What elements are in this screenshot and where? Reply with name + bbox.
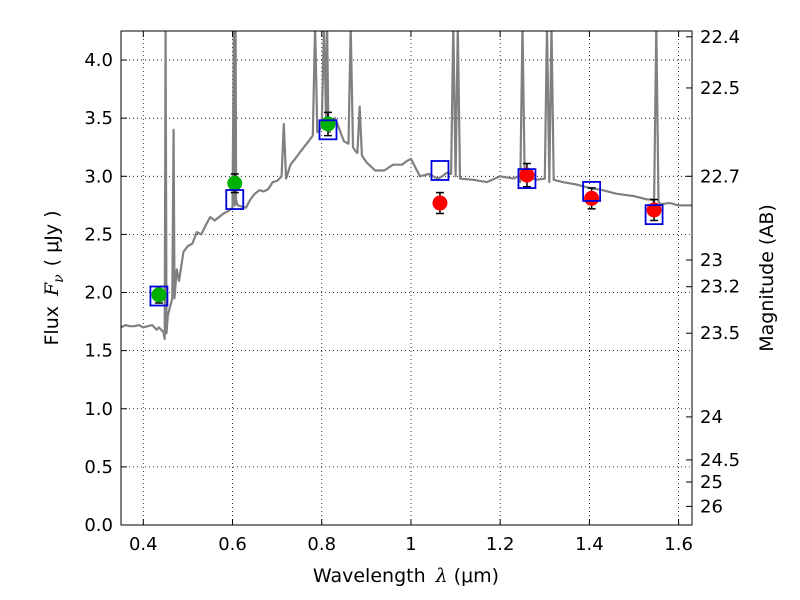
plot-area — [121, 31, 692, 341]
y-tick-label: 3.0 — [84, 166, 113, 187]
y2-axis-title: Magnitude (AB) — [756, 204, 778, 352]
observed-red-point — [584, 190, 600, 206]
model-square — [225, 189, 245, 210]
observed-green-point — [227, 175, 243, 191]
y-axis-title: FluxFν( μJy ) — [41, 210, 67, 345]
y-tick-label: 3.5 — [84, 108, 113, 129]
x-tick-label: 1.6 — [664, 534, 693, 555]
x-tick-label: 0.8 — [307, 534, 336, 555]
y-tick-label: 0.5 — [84, 457, 113, 478]
y-tick-label: 1.0 — [84, 399, 113, 420]
y2-tick-label: 25 — [700, 472, 723, 493]
y2-tick-label: 26 — [700, 496, 723, 517]
model-square — [149, 285, 169, 307]
y-tick-label: 4.0 — [84, 50, 113, 71]
x-tick-label: 0.6 — [218, 534, 247, 555]
y-tick-label: 2.0 — [84, 283, 113, 304]
y-tick-label: 0.0 — [84, 515, 113, 536]
x-axis-title: Wavelength λ (μm) — [313, 565, 499, 587]
model-square — [430, 160, 450, 181]
x-tick-label: 1.4 — [575, 534, 604, 555]
y2-tick-label: 22.4 — [700, 27, 740, 48]
y2-tick-label: 23.5 — [700, 323, 740, 344]
y2-tick-label: 24 — [700, 407, 723, 428]
observed-green-point — [320, 116, 336, 132]
axis-ticks: 0.4 0.6 0.8 1 1.2 1.4 1.6 0.0 0.5 1.0 1.5 2.0 2.5 3.0… — [84, 27, 740, 555]
y2-tick-label: 24.5 — [700, 450, 740, 471]
observed-green-point — [151, 287, 167, 303]
plot-frame — [120, 30, 693, 526]
y-tick-label: 2.5 — [84, 224, 113, 245]
model-square — [318, 119, 338, 141]
grid-lines — [121, 31, 692, 526]
observed-red-point — [646, 202, 662, 218]
observed-red-point — [432, 195, 448, 211]
y-tick-label: 1.5 — [84, 341, 113, 362]
y2-tick-label: 23.2 — [700, 277, 740, 298]
model-square — [644, 204, 664, 226]
template-spectrum-line — [121, 31, 692, 341]
x-tick-label: 0.4 — [129, 534, 158, 555]
y2-tick-label: 22.5 — [700, 78, 740, 99]
observed-red-point — [519, 167, 535, 183]
x-tick-label: 1 — [405, 534, 416, 555]
model-square — [582, 181, 602, 202]
y2-tick-label: 23 — [700, 250, 723, 271]
y2-tick-label: 22.7 — [700, 166, 740, 187]
model-square — [517, 168, 537, 190]
x-tick-label: 1.2 — [486, 534, 515, 555]
